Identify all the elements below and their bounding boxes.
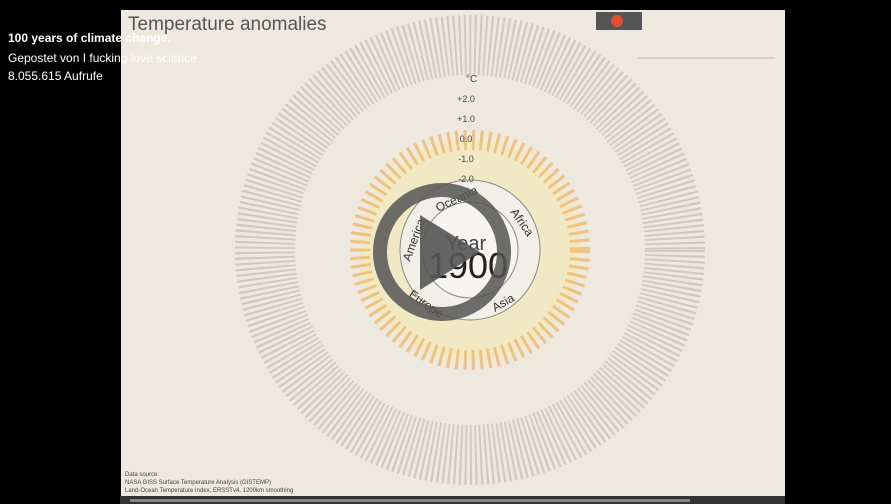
source-line: NASA GISS Surface Temperature Analysis (…: [125, 480, 271, 486]
video-title: 100 years of climate change.: [8, 31, 171, 45]
scale-label: -1.0: [458, 154, 474, 164]
scale-label: +2.0: [457, 94, 475, 104]
record-icon: [611, 15, 623, 27]
scale-label: 0.0: [460, 134, 473, 144]
posted-by: Gepostet von I fucking love science: [8, 51, 197, 65]
source-line: Data source:: [125, 472, 159, 478]
scale-unit: °C: [466, 74, 477, 85]
source-line: Land-Ocean Temperature Index, ERSSTv4, 1…: [125, 488, 293, 494]
progress-bar[interactable]: [130, 499, 690, 502]
view-count: 8.055.615 Aufrufe: [8, 69, 103, 83]
video-player: Temperature anomalies °C +2.0+1.00.0-1.0…: [0, 0, 891, 504]
scale-label: -2.0: [458, 174, 474, 184]
scale-label: +1.0: [457, 114, 475, 124]
